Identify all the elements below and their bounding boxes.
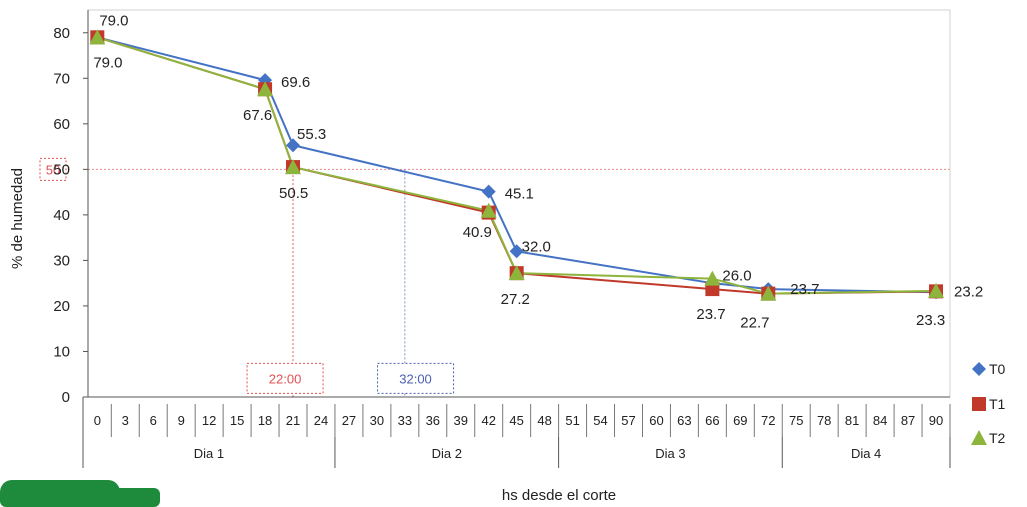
x-tick-label: 45 xyxy=(509,413,523,428)
data-label: 26.0 xyxy=(722,268,751,285)
data-labels-layer: 79.0 79.0 69.6 67.6 55.3 50.5 45.1 40.9 32.0 27.2… xyxy=(93,12,983,331)
day-label: Dia 1 xyxy=(194,446,224,461)
x-tick-label: 30 xyxy=(370,413,384,428)
data-label: 22.7 xyxy=(740,315,769,332)
x-tick-label: 60 xyxy=(649,413,663,428)
data-label: 40.9 xyxy=(463,224,492,241)
x-tick-label: 57 xyxy=(621,413,635,428)
data-label: 23.7 xyxy=(696,306,725,323)
legend-marker-t1 xyxy=(972,397,986,411)
legend-label: T2 xyxy=(989,430,1006,446)
x-tick-label: 51 xyxy=(565,413,579,428)
data-label: 27.2 xyxy=(501,291,530,308)
data-label: 55.3 xyxy=(297,126,326,143)
x-tick-label: 75 xyxy=(789,413,803,428)
data-point-t0 xyxy=(509,244,524,259)
x-tick-label: 33 xyxy=(398,413,412,428)
y-tick-label: 30 xyxy=(53,252,70,269)
reference-layer: 50 22:00 32:00 xyxy=(39,157,950,397)
y-tick-label: 70 xyxy=(53,70,70,87)
data-label: 69.6 xyxy=(281,74,310,91)
data-point-t2 xyxy=(480,202,497,218)
y-tick-label: 80 xyxy=(53,25,70,42)
x-tick-label: 24 xyxy=(314,413,328,428)
y-tick-label: 50 xyxy=(53,161,70,178)
day-label: Dia 3 xyxy=(655,446,685,461)
day-label: Dia 4 xyxy=(851,446,881,461)
y-tick-label: 60 xyxy=(53,116,70,133)
x-tick-label: 90 xyxy=(929,413,943,428)
x-tick-label: 0 xyxy=(94,413,101,428)
data-point-t0 xyxy=(481,184,496,199)
x-tick-label: 27 xyxy=(342,413,356,428)
x-tick-label: 42 xyxy=(481,413,495,428)
series-line-t2 xyxy=(97,36,937,295)
data-label: 50.5 xyxy=(279,185,308,202)
y-tick-label: 20 xyxy=(53,298,70,315)
x-tick-label: 12 xyxy=(202,413,216,428)
data-point-t2 xyxy=(257,81,274,97)
annotation-box xyxy=(39,157,67,181)
y-tick-label: 0 xyxy=(62,389,70,406)
x-tick-label: 6 xyxy=(150,413,157,428)
data-point-t2 xyxy=(704,270,721,286)
annotation-label: 32:00 xyxy=(399,371,432,386)
x-tick-label: 78 xyxy=(817,413,831,428)
x-tick-label: 36 xyxy=(426,413,440,428)
legend-label: T1 xyxy=(989,396,1006,412)
x-tick-label: 18 xyxy=(258,413,272,428)
data-point-t2 xyxy=(508,265,525,281)
green-corner-tab-top xyxy=(0,480,120,507)
x-tick-label: 54 xyxy=(593,413,607,428)
data-label: 79.0 xyxy=(93,54,122,71)
data-label: 45.1 xyxy=(505,186,534,203)
annotation-box xyxy=(377,362,455,394)
x-tick-label: 39 xyxy=(454,413,468,428)
legend-marker-t0 xyxy=(972,362,986,376)
x-tick-label: 15 xyxy=(230,413,244,428)
x-tick-label: 81 xyxy=(845,413,859,428)
x-tick-label: 87 xyxy=(901,413,915,428)
x-tick-label: 63 xyxy=(677,413,691,428)
data-point-t2 xyxy=(285,159,302,175)
annotation-box xyxy=(246,362,324,394)
x-tick-label: 72 xyxy=(761,413,775,428)
data-label: 79.0 xyxy=(99,12,128,29)
data-point-t2 xyxy=(89,29,106,45)
x-axis-title: hs desde el corte xyxy=(502,487,616,504)
y-tick-label: 10 xyxy=(53,343,70,360)
legend: T0 T1 T2 xyxy=(971,361,1006,446)
y-axis-title: % de humedad xyxy=(9,168,26,269)
x-tick-label: 48 xyxy=(537,413,551,428)
x-tick-label: 3 xyxy=(122,413,129,428)
x-tick-label: 84 xyxy=(873,413,887,428)
legend-marker-t2 xyxy=(971,430,987,445)
x-tick-label: 21 xyxy=(286,413,300,428)
data-point-t2 xyxy=(928,282,945,298)
data-label: 32.0 xyxy=(522,238,551,255)
legend-label: T0 xyxy=(989,361,1006,377)
x-tick-label: 66 xyxy=(705,413,719,428)
data-label: 23.2 xyxy=(954,283,983,300)
series-layer xyxy=(89,29,945,301)
data-point-t0 xyxy=(286,138,301,153)
x-tick-label: 9 xyxy=(178,413,185,428)
data-label: 23.7 xyxy=(790,281,819,298)
x-tick-label: 69 xyxy=(733,413,747,428)
day-label: Dia 2 xyxy=(432,446,462,461)
data-point-t2 xyxy=(760,285,777,301)
data-label: 67.6 xyxy=(243,107,272,124)
annotation-label: 22:00 xyxy=(269,371,302,386)
y-tick-label: 40 xyxy=(53,207,70,224)
annotation-label: 50 xyxy=(46,162,60,177)
data-label: 23.3 xyxy=(916,312,945,329)
